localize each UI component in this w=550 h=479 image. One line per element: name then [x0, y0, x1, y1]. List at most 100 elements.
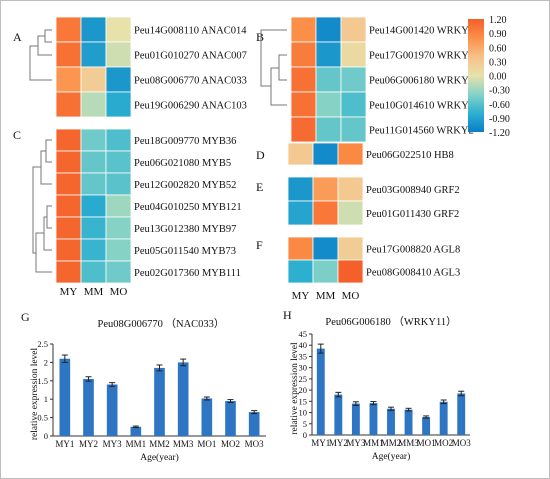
heatmap-cell-c-5-1	[80, 238, 107, 262]
heatmap-cell-b-4-0	[290, 116, 317, 143]
bar-g-mm3	[177, 362, 189, 436]
heatmap-cell-f-1-1	[312, 259, 339, 284]
heatmap-cell-a-0-0	[55, 16, 82, 43]
y-tick-label: 35	[299, 351, 308, 361]
heatmap-cell-b-1-2	[340, 41, 367, 68]
heatmap-row-label-c: Peu06G021080 MYB5	[134, 158, 231, 169]
heatmap-cell-d-0-1	[312, 142, 339, 166]
bar-h-my2	[334, 394, 343, 435]
panel-letter-c: C	[13, 128, 21, 142]
bar-g-mo3	[248, 412, 260, 436]
bar-g-mo2	[225, 401, 236, 436]
dendrogram-a	[37, 35, 45, 56]
heatmap-cell-f-0-2	[337, 236, 364, 261]
panel-letter-d: D	[256, 148, 265, 162]
heatmap-cell-c-4-2	[105, 216, 132, 240]
dendrogram-b	[270, 67, 279, 106]
y-tick-label: 1.5	[37, 376, 48, 386]
heatmap-cell-c-6-1	[80, 260, 107, 284]
dendrogram-c	[32, 166, 41, 254]
heatmap-row-label-b: Peu06G006180 WRKY11	[369, 76, 479, 87]
x-tick-label: MO1	[197, 439, 216, 449]
heatmap-cell-c-1-2	[105, 150, 132, 174]
y-tick-label: 2.5	[37, 339, 48, 349]
heatmap-cell-f-1-0	[287, 259, 314, 284]
heatmap-cell-a-1-1	[80, 41, 107, 68]
y-axis-label: relative expression level	[290, 342, 300, 435]
x-tick-label: MY1	[55, 439, 74, 449]
heatmap-cell-d-0-2	[337, 142, 364, 166]
heatmap-cell-e-1-1	[312, 200, 339, 226]
dendrogram-c	[45, 139, 52, 163]
colorbar-tick-label: 0.00	[489, 72, 507, 83]
x-tick-label: MY3	[346, 438, 366, 448]
heatmap-row-label-b: Peu11G014560 WRKY2	[369, 126, 474, 137]
x-tick-label: MO3	[245, 439, 265, 449]
heatmap-column-label-right: MY	[292, 290, 310, 302]
heatmap-cell-c-6-2	[105, 260, 132, 284]
heatmap-row-label-b: Peu14G001420 WRKY7	[369, 26, 474, 37]
y-tick-label: 0.5	[37, 413, 48, 423]
bar-h-mo1	[422, 417, 431, 435]
heatmap-cell-b-3-1	[315, 91, 342, 118]
colorbar-tick-label: -1.20	[489, 128, 510, 139]
heatmap-cell-a-3-2	[105, 91, 132, 118]
heatmap-cell-a-3-1	[80, 91, 107, 118]
heatmap-column-label-left: MM	[84, 286, 104, 298]
heatmap-row-label-c: Peu18G009770 MYB36	[134, 136, 236, 147]
x-tick-label: MM1	[126, 439, 147, 449]
heatmap-cell-e-1-2	[337, 200, 364, 226]
heatmap-cell-b-2-0	[290, 66, 317, 93]
heatmap-cell-a-0-1	[80, 16, 107, 43]
heatmap-cell-c-2-0	[55, 172, 82, 196]
panel-letter-b: B	[256, 30, 264, 44]
heatmap-column-label-right: MO	[342, 290, 360, 302]
heatmap-cell-c-0-0	[55, 128, 82, 152]
heatmap-row-label-a: Peu01G010270 ANAC007	[134, 51, 247, 62]
bar-h-mo3	[457, 393, 466, 435]
x-tick-label: MY3	[103, 439, 123, 449]
x-tick-label: MM2	[149, 439, 170, 449]
colorbar	[468, 19, 484, 132]
heatmap-cell-e-0-0	[287, 176, 314, 202]
dendrogram-b	[260, 29, 287, 87]
y-tick-label: 5	[303, 419, 307, 429]
y-tick-label: 45	[299, 329, 308, 339]
heatmap-cell-b-4-1	[315, 116, 342, 143]
heatmap-row-label-c: Peu02G017360 MYB111	[134, 268, 241, 279]
bar-h-my3	[351, 403, 360, 435]
heatmap-cell-c-3-1	[80, 194, 107, 218]
heatmap-cell-b-2-1	[315, 66, 342, 93]
heatmap-row-label-c: Peu04G010250 MYB121	[134, 202, 242, 213]
x-tick-label: MO3	[452, 438, 472, 448]
x-tick-label: MY2	[79, 439, 98, 449]
heatmap-cell-b-0-2	[340, 16, 367, 43]
heatmap-cell-c-3-2	[105, 194, 132, 218]
panel-letter-a: A	[13, 30, 22, 44]
heatmap-cell-a-3-0	[55, 91, 82, 118]
bar-h-mo2	[439, 401, 448, 435]
heatmap-cell-c-1-0	[55, 150, 82, 174]
heatmap-cell-c-2-1	[80, 172, 107, 196]
heatmap-cell-f-0-0	[287, 236, 314, 261]
panel-letter-h: H	[283, 308, 292, 322]
heatmap-cell-f-0-1	[312, 236, 339, 261]
bar-h-mm2	[387, 408, 395, 435]
x-tick-label: MO1	[417, 438, 436, 448]
heatmap-row-label-b: Peu17G001970 WRKY19	[369, 51, 479, 62]
x-tick-label: MY2	[329, 438, 348, 448]
bar-g-my1	[59, 358, 71, 436]
heatmap-cell-c-5-2	[105, 238, 132, 262]
colorbar-tick-label: 0.90	[489, 29, 507, 40]
heatmap-cell-a-2-2	[105, 66, 132, 93]
panel-letter-g: G	[21, 310, 30, 324]
heatmap-cell-b-0-1	[315, 16, 342, 43]
heatmap-cell-a-2-1	[80, 66, 107, 93]
heatmap-row-label-d: Peu06G022510 HB8	[366, 150, 454, 161]
dendrogram-c	[35, 232, 44, 273]
bar-chart-title: Peu08G006770 （NAC033）	[98, 318, 225, 330]
bar-h-my1	[316, 348, 325, 435]
x-axis-label: Age(year)	[372, 451, 411, 462]
colorbar-tick-label: -0.30	[489, 86, 510, 97]
bar-g-my3	[106, 384, 118, 436]
